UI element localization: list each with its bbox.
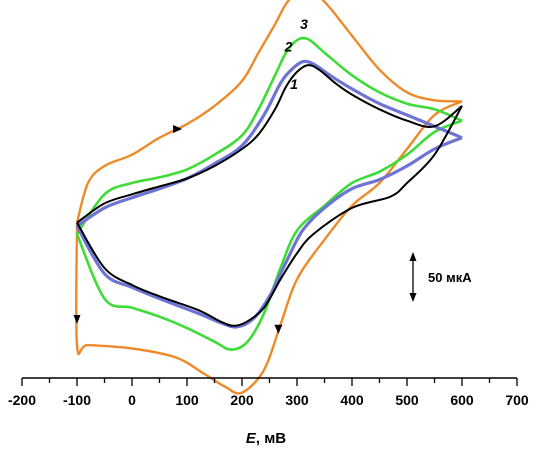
curve-label-2: 2 [284, 39, 293, 55]
series-2-forward-line [76, 59, 463, 228]
series-3-forward-line [75, 36, 463, 235]
curve-labels-group: 1234 [284, 16, 309, 92]
x-tick-label: 100 [175, 392, 199, 408]
curves-group [75, 0, 463, 395]
x-tick-label: 400 [340, 392, 364, 408]
x-axis-title: E, мВ [246, 430, 286, 447]
scale-bar-arrow-down-icon [409, 293, 417, 302]
curve-label-1: 1 [290, 76, 298, 92]
series-1-reverse-line [76, 105, 463, 327]
x-tick-label: -200 [8, 392, 36, 408]
x-tick-label: 500 [395, 392, 419, 408]
x-tick-label: -100 [63, 392, 91, 408]
series-2-reverse-line [75, 136, 463, 329]
x-axis-title-unit: , мВ [256, 430, 286, 447]
scale-bar-arrow-up-icon [409, 252, 417, 261]
series-1-forward-line [76, 64, 463, 224]
current-scale-bar: 50 мкА [409, 252, 472, 302]
x-tick-label: 300 [285, 392, 309, 408]
x-tick-label: 700 [505, 392, 529, 408]
x-tick-label: 600 [450, 392, 474, 408]
series-3-reverse-line [75, 119, 463, 351]
scan-direction-arrow-icon [274, 324, 283, 334]
series-4-forward-line [75, 0, 463, 224]
x-tick-label: 0 [128, 392, 136, 408]
x-ticks-group: -200 -100 0 100 200 300 400 500 600 700 [8, 378, 529, 408]
scan-direction-arrow-icon [173, 125, 183, 133]
x-tick-label: 200 [230, 392, 254, 408]
scale-bar-label: 50 мкА [428, 270, 472, 285]
scan-direction-arrow-icon [73, 315, 81, 324]
x-axis-title-symbol: E [246, 430, 257, 447]
curve-label-3: 3 [300, 16, 308, 32]
direction-arrows-group [73, 125, 283, 334]
series-4-reverse-line [75, 100, 463, 395]
x-axis: -200 -100 0 100 200 300 400 500 600 700 [8, 377, 529, 408]
